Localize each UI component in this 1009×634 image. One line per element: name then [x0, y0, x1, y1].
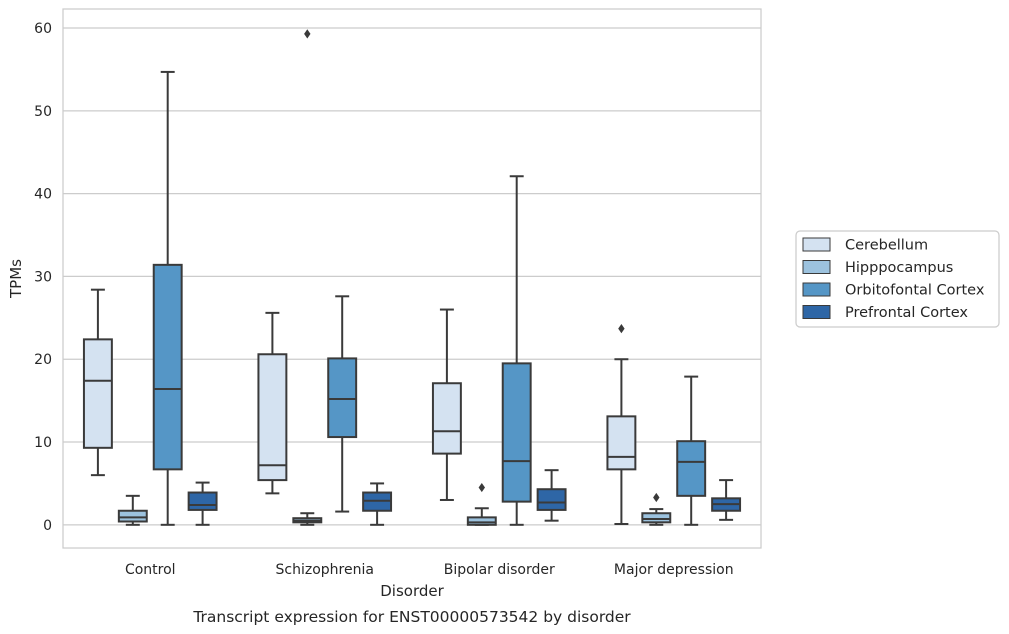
box — [187, 481, 218, 526]
series-cerebellum — [82, 288, 637, 525]
box-body — [606, 415, 637, 471]
box — [466, 482, 497, 526]
legend-swatch — [802, 305, 831, 319]
x-tick-label: Schizophrenia — [276, 562, 374, 578]
x-tick-label: Control — [125, 562, 176, 578]
x-axis-title: Disorder — [380, 582, 444, 600]
plot-frame — [62, 8, 762, 549]
legend-item: Cerebellum — [802, 237, 928, 254]
y-tick-label: 60 — [34, 21, 52, 37]
y-tick-label: 40 — [34, 187, 52, 203]
x-tick-label: Bipolar disorder — [444, 562, 555, 578]
x-tick-label: Major depression — [614, 562, 734, 578]
box-body — [466, 516, 497, 526]
outlier-point — [478, 482, 485, 493]
box-body — [676, 440, 707, 497]
legend-item: Orbitofontal Cortex — [802, 282, 985, 299]
box — [117, 494, 148, 526]
legend-item: Hipppocampus — [802, 260, 953, 276]
box — [152, 70, 183, 526]
legend-label: Cerebellum — [845, 238, 928, 254]
y-axis-title: TPMs — [7, 259, 25, 299]
y-tick-label: 30 — [34, 269, 52, 285]
outlier-point — [618, 323, 625, 334]
legend: Cerebellum Hipppocampus Orbitofontal Corte… — [795, 230, 1000, 328]
box — [536, 469, 567, 522]
outlier-point — [653, 492, 660, 503]
box-body — [82, 338, 113, 449]
legend-swatch — [802, 282, 831, 297]
box-groups — [82, 29, 742, 526]
box — [711, 479, 742, 521]
box — [257, 311, 288, 495]
box — [327, 295, 358, 513]
box — [501, 175, 532, 526]
series-orbitofontal-cortex — [152, 70, 707, 526]
series-prefrontal-cortex — [187, 469, 742, 526]
box-body — [431, 382, 462, 455]
box-body — [641, 512, 672, 524]
box — [292, 29, 323, 526]
box — [431, 308, 462, 501]
box-body — [501, 362, 532, 503]
series-hipppocampus — [117, 29, 672, 526]
box-body — [117, 509, 148, 523]
legend-label: Orbitofontal Cortex — [845, 283, 985, 299]
box — [676, 375, 707, 526]
legend-label: Hipppocampus — [845, 260, 953, 276]
legend-swatch — [802, 237, 831, 252]
y-tick-label: 50 — [34, 104, 52, 120]
chart-caption: Transcript expression for ENST0000057354… — [192, 608, 631, 626]
box — [362, 482, 393, 526]
legend-swatch — [802, 260, 831, 274]
y-tick-label: 0 — [43, 518, 52, 534]
box-body — [152, 263, 183, 471]
x-tick-labels: Control Schizophrenia Bipolar disorder Majo… — [125, 562, 734, 578]
box-body — [257, 353, 288, 482]
y-tick-label: 20 — [34, 352, 52, 368]
legend-frame — [795, 230, 1000, 328]
legend-item: Prefrontal Cortex — [802, 305, 968, 321]
box — [82, 288, 113, 477]
box-body — [327, 357, 358, 439]
box-body — [536, 488, 567, 511]
outlier-point — [304, 29, 311, 39]
legend-label: Prefrontal Cortex — [845, 305, 968, 321]
box-body — [187, 491, 218, 511]
y-tick-labels: 0 10 20 30 40 50 60 — [34, 21, 52, 534]
box — [641, 492, 672, 526]
y-tick-label: 10 — [34, 435, 52, 451]
box — [606, 323, 637, 525]
